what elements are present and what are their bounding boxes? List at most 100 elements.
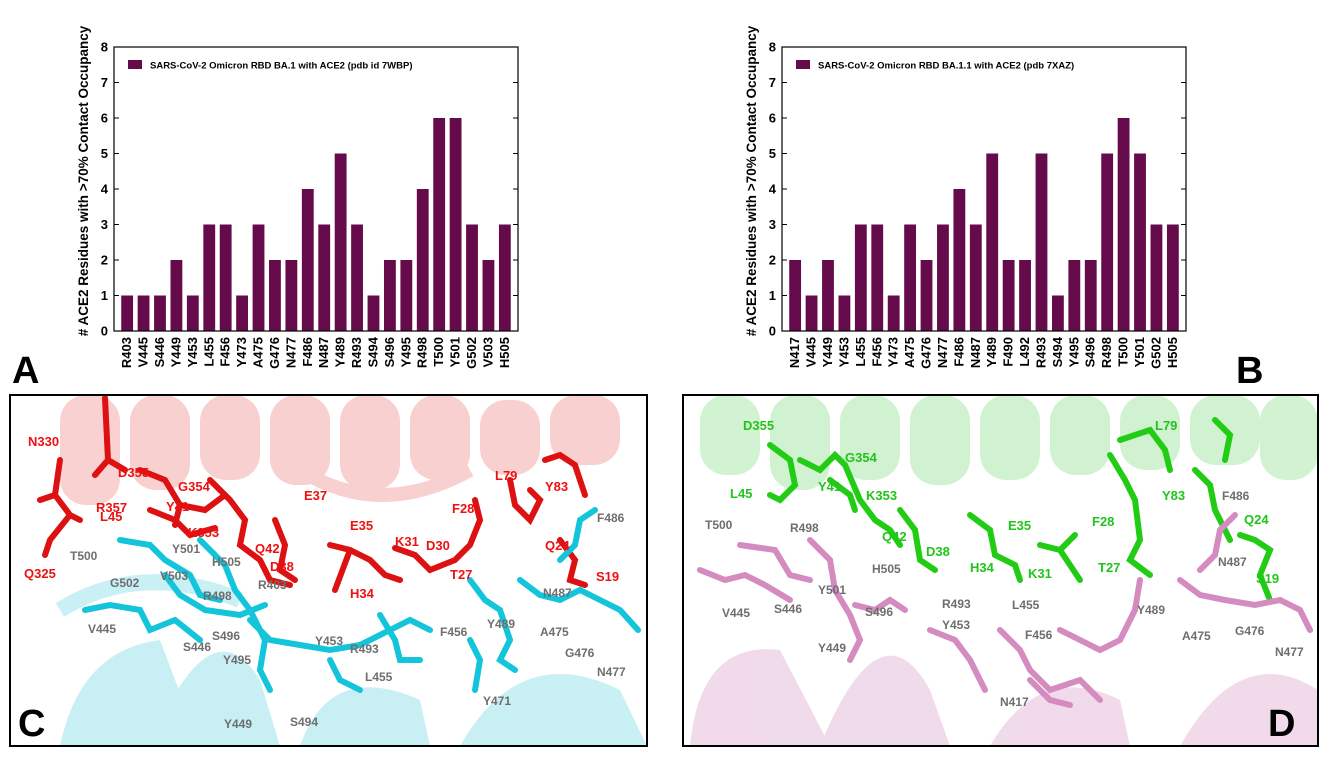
bar-s496 [1084, 260, 1097, 331]
y-tick-label: 1 [769, 288, 776, 303]
label-t500: T500 [70, 549, 98, 563]
label-q325: Q325 [24, 566, 56, 581]
structure-panel-c: N330 D355 R357 G354 L45 Y41 K353 E37 Q42… [9, 394, 648, 747]
label-y449: Y449 [224, 717, 252, 731]
label-y489: Y489 [1137, 603, 1165, 617]
bar-s496 [383, 260, 396, 331]
panel-label-b: B [1236, 350, 1264, 392]
bar-n477 [285, 260, 298, 331]
label-g476: G476 [1235, 624, 1265, 638]
label-n477: N477 [1275, 645, 1304, 659]
label-l79: L79 [1155, 418, 1177, 433]
label-n487: N487 [543, 586, 572, 600]
rbd-sticks-pink [697, 512, 1313, 708]
x-tick-label: Y489 [333, 337, 348, 367]
x-tick-label: Y473 [886, 337, 901, 367]
label-h34: H34 [350, 586, 375, 601]
bar-r493 [351, 224, 363, 331]
y-tick-label: 0 [769, 324, 776, 339]
label-y501: Y501 [818, 583, 846, 597]
bar-r498 [416, 189, 429, 331]
label-s496: S496 [212, 629, 240, 643]
label-y489: Y489 [487, 617, 515, 631]
bar-g476 [269, 260, 281, 331]
y-tick-label: 2 [101, 253, 108, 268]
bar-f486 [953, 189, 966, 331]
y-tick-label: 6 [769, 111, 776, 126]
bar-y501 [449, 118, 462, 331]
label-f28: F28 [452, 501, 474, 516]
bar-h505 [1166, 224, 1179, 331]
y-tick-label: 3 [769, 217, 776, 232]
label-y501: Y501 [172, 542, 200, 556]
label-r403: R403 [258, 578, 287, 592]
y-tick-label: 6 [101, 111, 108, 126]
rbd-sticks-cyan [82, 507, 641, 693]
label-r498: R498 [790, 521, 819, 535]
bar-v503 [482, 260, 495, 331]
label-l45: L45 [100, 509, 122, 524]
x-tick-label: Y449 [820, 337, 835, 367]
label-a475: A475 [540, 625, 569, 639]
x-tick-label: V445 [804, 337, 819, 367]
x-tick-label: S446 [152, 337, 167, 367]
x-tick-label: S494 [365, 336, 380, 367]
bar-n477 [937, 224, 949, 331]
label-t500: T500 [705, 518, 733, 532]
x-tick-label: Y501 [448, 337, 463, 367]
label-n477: N477 [597, 665, 626, 679]
label-s446: S446 [183, 640, 211, 654]
x-tick-label: N487 [316, 337, 331, 368]
label-s19: S19 [596, 569, 619, 584]
label-g476: G476 [565, 646, 595, 660]
x-tick-label: G502 [464, 337, 479, 369]
label-q42: Q42 [255, 541, 280, 556]
label-l79: L79 [495, 468, 517, 483]
label-g354: G354 [845, 450, 878, 465]
bar-y473 [236, 295, 249, 331]
ace2-ribbon-green [700, 395, 1318, 490]
bar-r498 [1101, 153, 1114, 331]
label-f486: F486 [597, 511, 625, 525]
ace2-ribbon-red [60, 395, 620, 505]
bar-n487 [318, 224, 331, 331]
label-k31: K31 [1028, 566, 1052, 581]
x-tick-label: G476 [267, 337, 282, 369]
bar-g476 [920, 260, 933, 331]
label-v445: V445 [722, 606, 750, 620]
label-r357: R357 [96, 500, 127, 515]
label-k31: K31 [395, 534, 419, 549]
label-n487: N487 [1218, 555, 1247, 569]
y-axis-label: # ACE2 Residues with >70% Contact Occupa… [744, 25, 759, 336]
bar-s494 [1051, 295, 1064, 331]
y-tick-label: 1 [101, 288, 108, 303]
y-tick-label: 4 [769, 182, 777, 197]
label-l45: L45 [730, 486, 752, 501]
bar-y449 [170, 260, 183, 331]
x-tick-label: R493 [349, 337, 364, 368]
x-tick-label: L455 [201, 337, 216, 367]
y-tick-label: 5 [101, 146, 108, 161]
label-q24: Q24 [545, 538, 570, 553]
label-v503: V503 [160, 569, 188, 583]
x-tick-label: S496 [382, 337, 397, 367]
x-tick-label: S496 [1083, 337, 1098, 367]
bar-y473 [887, 295, 900, 331]
bar-a475 [252, 224, 265, 331]
label-q42: Q42 [882, 529, 907, 544]
x-tick-label: H505 [497, 337, 512, 368]
bar-y495 [1068, 260, 1081, 331]
bar-l492 [1019, 260, 1031, 331]
bar-y501 [1134, 153, 1146, 331]
bar-r493 [1035, 153, 1048, 331]
bar-t500 [1117, 118, 1130, 331]
label-g354: G354 [178, 479, 211, 494]
bar-y495 [400, 260, 413, 331]
label-s446: S446 [774, 602, 802, 616]
bar-y489 [986, 153, 999, 331]
label-e35: E35 [1008, 518, 1031, 533]
label-y495: Y495 [223, 653, 251, 667]
bar-g502 [1150, 224, 1163, 331]
ace2-sticks-red [37, 395, 588, 593]
